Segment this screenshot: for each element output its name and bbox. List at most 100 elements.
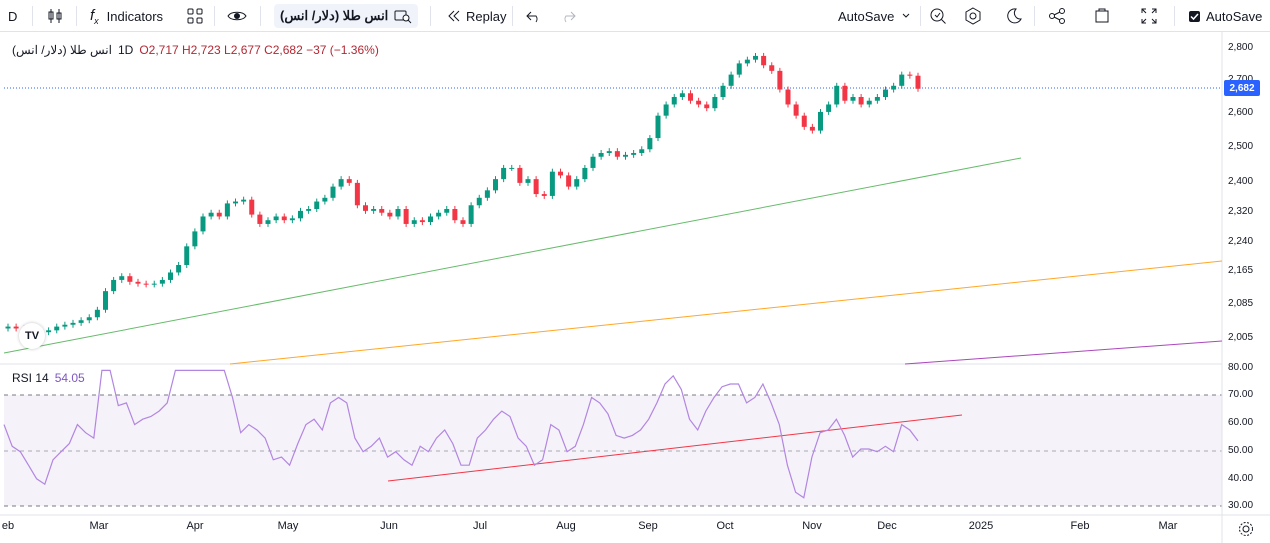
- candle-body: [639, 149, 645, 153]
- candle-body: [753, 55, 758, 60]
- price-tick-label: 2,165: [1228, 265, 1254, 276]
- replay-button[interactable]: Replay: [446, 4, 506, 28]
- candle-body: [151, 283, 157, 285]
- time-tick-label: Dec: [877, 520, 897, 532]
- candle-body: [119, 276, 125, 280]
- candle-body: [54, 326, 60, 331]
- candle-body: [533, 179, 539, 195]
- price-chart[interactable]: [0, 32, 1270, 543]
- candle-body: [354, 182, 360, 206]
- indicators-button[interactable]: fx Indicators: [90, 4, 163, 28]
- quick-search-icon[interactable]: [929, 4, 947, 28]
- candle-body: [493, 179, 498, 191]
- candle-body: [712, 97, 718, 109]
- time-tick-label: Apr: [186, 520, 204, 532]
- candle-body: [696, 100, 702, 105]
- price-tick-label: 2,800: [1228, 42, 1254, 53]
- legend-symbol[interactable]: انس طلا (دلار/ انس): [12, 43, 112, 57]
- candle-body: [224, 203, 230, 217]
- time-tick-label: Sep: [638, 520, 658, 532]
- rsi-legend-label[interactable]: RSI 14: [12, 371, 49, 385]
- candle-body: [777, 70, 783, 90]
- divider: [76, 6, 77, 26]
- candle-body: [826, 104, 832, 112]
- time-tick-label: Jun: [380, 520, 398, 532]
- divider: [512, 6, 513, 26]
- candle-body: [184, 246, 190, 265]
- green-trendline[interactable]: [3, 157, 1022, 354]
- candle-body: [899, 74, 905, 86]
- autosave-toggle[interactable]: AutoSave: [1189, 4, 1262, 28]
- candle-body: [233, 201, 238, 204]
- candle-body: [176, 265, 182, 273]
- autosave-toggle-label: AutoSave: [1206, 8, 1263, 24]
- redo-icon[interactable]: [560, 4, 576, 28]
- candle-body: [13, 326, 19, 329]
- rsi-tick-label: 70.00: [1228, 389, 1254, 400]
- divider: [920, 6, 921, 26]
- candle-body: [192, 231, 198, 247]
- settings-icon[interactable]: [964, 4, 982, 28]
- candle-body: [460, 220, 466, 224]
- candle-body: [769, 65, 775, 71]
- price-tick-label: 2,400: [1228, 176, 1254, 187]
- candle-body: [241, 199, 247, 202]
- candle-body: [566, 175, 572, 187]
- tradingview-logo[interactable]: TV: [19, 323, 45, 349]
- candle-body: [403, 209, 409, 224]
- replay-label: Replay: [466, 8, 507, 24]
- candle-body: [891, 85, 897, 90]
- candle-body: [452, 209, 458, 221]
- time-tick-label: Mar: [89, 520, 109, 532]
- candle-body: [793, 104, 799, 116]
- legend-ohlc: O2,717 H2,723 L2,677 C2,682 −37 (−1.36%): [139, 43, 379, 57]
- candle-body: [590, 156, 596, 168]
- divider: [1174, 6, 1175, 26]
- candle-body: [818, 111, 823, 131]
- purple-trendline[interactable]: [904, 340, 1223, 365]
- candle-body: [915, 75, 921, 89]
- share-icon[interactable]: [1048, 4, 1066, 28]
- interval-button[interactable]: D: [8, 4, 17, 28]
- symbol-search-button[interactable]: انس طلا (دلار/ انس): [274, 4, 419, 28]
- eye-icon[interactable]: [227, 4, 247, 28]
- time-tick-label: Feb: [1070, 520, 1090, 532]
- main-legend: انس طلا (دلار/ انس) 1D O2,717 H2,723 L2,…: [12, 43, 379, 57]
- candle-body: [509, 167, 515, 169]
- undo-icon[interactable]: [526, 4, 542, 28]
- rsi-red-trendline[interactable]: [387, 414, 963, 482]
- candle-body: [785, 89, 791, 105]
- candle-body: [395, 209, 401, 217]
- candle-body: [265, 220, 271, 224]
- autosave-dropdown[interactable]: AutoSave: [838, 4, 912, 28]
- price-tick-label: 2,005: [1228, 332, 1254, 343]
- templates-icon[interactable]: [186, 4, 204, 28]
- candle-body: [419, 220, 425, 223]
- candle-body: [411, 220, 417, 224]
- chart-settings-gear-icon[interactable]: [1238, 517, 1254, 541]
- candle-body: [744, 59, 750, 64]
- candle-body: [387, 212, 393, 217]
- indicators-label: Indicators: [106, 8, 164, 24]
- candle-body: [436, 212, 442, 217]
- candle-body: [614, 151, 620, 157]
- candle-body: [46, 330, 52, 333]
- candle-body: [574, 179, 580, 187]
- price-pane[interactable]: [0, 32, 1222, 364]
- candle-body: [655, 115, 661, 139]
- candle-body: [688, 93, 693, 101]
- candle-body: [850, 97, 856, 101]
- divider: [214, 6, 215, 26]
- candle-body: [298, 210, 303, 219]
- candle-type-icon[interactable]: [46, 4, 64, 28]
- candle-body: [306, 209, 312, 211]
- candle-body: [273, 216, 279, 221]
- snapshot-icon[interactable]: [1093, 4, 1111, 28]
- fullscreen-icon[interactable]: [1140, 4, 1158, 28]
- orange-trendline[interactable]: [229, 260, 1223, 365]
- theme-moon-icon[interactable]: [1006, 4, 1022, 28]
- candle-body: [606, 151, 612, 153]
- candle-body: [720, 85, 726, 97]
- autosave-label: AutoSave: [838, 8, 895, 24]
- candle-body: [883, 89, 888, 97]
